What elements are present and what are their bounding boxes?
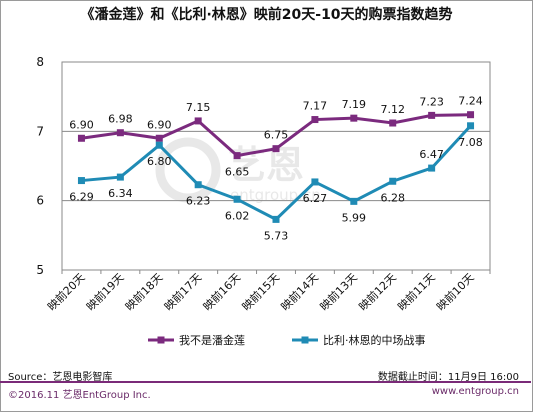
x-tick-label: 映前11天	[395, 270, 438, 313]
data-point-1	[350, 114, 358, 122]
y-tick-label: 6	[36, 194, 44, 208]
data-point-2	[116, 173, 124, 181]
x-tick-label: 映前15天	[239, 270, 282, 313]
x-tick-label: 映前13天	[317, 270, 360, 313]
data-label-2: 6.02	[225, 209, 250, 222]
x-tick-label: 映前16天	[200, 270, 243, 313]
data-point-1	[155, 134, 163, 142]
x-tick-label: 映前18天	[122, 270, 165, 313]
data-point-2	[272, 215, 280, 223]
data-point-1	[77, 134, 85, 142]
data-point-2	[155, 141, 163, 149]
data-label-2: 7.08	[458, 136, 483, 149]
data-label-1: 7.15	[186, 101, 211, 114]
data-point-2	[428, 164, 436, 172]
data-point-2	[467, 122, 475, 130]
data-label-1: 7.23	[419, 95, 444, 108]
data-label-1: 7.17	[303, 100, 328, 113]
data-label-2: 6.28	[380, 191, 405, 204]
copyright-text: ©2016.11 艺恩EntGroup Inc.	[8, 390, 151, 401]
data-label-2: 5.73	[264, 229, 289, 242]
data-point-2	[311, 178, 319, 186]
data-label-1: 7.24	[458, 95, 483, 108]
y-tick-label: 8	[36, 55, 44, 69]
data-point-1	[389, 119, 397, 127]
data-label-2: 6.29	[69, 191, 94, 204]
x-tick-label: 映前10天	[434, 270, 477, 313]
data-point-1	[233, 152, 241, 160]
data-label-1: 7.19	[342, 98, 367, 111]
data-label-2: 5.99	[342, 211, 367, 224]
cutoff-time-text: 数据截止时间：11月9日 16:00	[377, 372, 519, 383]
x-tick-label: 映前14天	[278, 270, 321, 313]
data-point-1	[428, 111, 436, 119]
data-point-2	[77, 177, 85, 185]
chart-title: 《潘金莲》和《比利·林恩》映前20天-10天的购票指数趋势	[80, 7, 453, 23]
watermark-logo-icon	[155, 137, 221, 203]
data-point-1	[194, 117, 202, 125]
data-point-1	[311, 116, 319, 124]
website-text: www.entgroup.cn	[431, 386, 519, 397]
data-point-1	[467, 111, 475, 119]
data-point-2	[389, 177, 397, 185]
plot-area	[61, 61, 491, 271]
legend-swatch-marker	[157, 336, 165, 344]
x-tick-label: 映前17天	[161, 270, 204, 313]
data-label-1: 6.65	[225, 166, 250, 179]
data-label-1: 7.12	[380, 103, 405, 116]
x-tick-label: 映前20天	[44, 270, 87, 313]
data-label-2: 6.27	[303, 192, 328, 205]
data-label-2: 6.23	[186, 195, 211, 208]
x-tick-label: 映前12天	[356, 270, 399, 313]
data-label-2: 6.34	[108, 187, 133, 200]
data-point-2	[194, 181, 202, 189]
data-point-2	[350, 197, 358, 205]
data-label-1: 6.90	[147, 118, 172, 131]
legend-label: 比利·林恩的中场战事	[323, 333, 426, 347]
footer-divider	[0, 381, 531, 383]
data-label-2: 6.80	[147, 155, 172, 168]
data-label-2: 6.47	[419, 148, 444, 161]
legend-label: 我不是潘金莲	[179, 333, 245, 347]
legend-swatch-marker	[301, 336, 309, 344]
data-point-1	[116, 129, 124, 137]
y-tick-label: 5	[36, 263, 44, 277]
data-point-1	[272, 145, 280, 153]
data-label-1: 6.98	[108, 113, 133, 126]
x-tick-label: 映前19天	[83, 270, 126, 313]
data-label-1: 6.75	[264, 129, 289, 142]
source-text: Source：艺恩电影智库	[8, 372, 113, 383]
data-point-2	[233, 195, 241, 203]
y-tick-label: 7	[36, 124, 44, 138]
data-label-1: 6.90	[69, 118, 94, 131]
